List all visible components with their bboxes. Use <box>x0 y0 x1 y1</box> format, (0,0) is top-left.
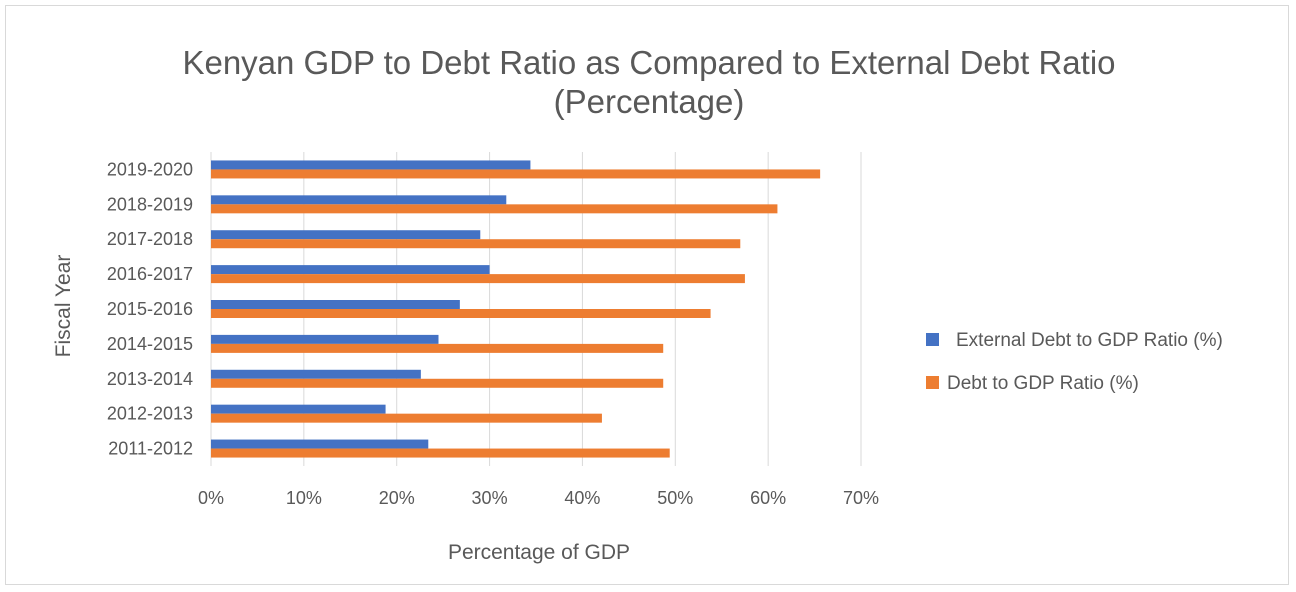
bar-debt-2015-2016 <box>211 309 711 318</box>
bar-debt-2011-2012 <box>211 448 670 458</box>
y-axis-tick-labels: 2011-2012 2012-2013 2013-2014 2014-2015 2015… <box>107 159 193 458</box>
bar-debt-2017-2018 <box>211 239 741 249</box>
bar-external-debt-2018-2019 <box>211 195 507 205</box>
bar-debt-2012-2013 <box>211 413 602 423</box>
bar-external-debt-2011-2012 <box>211 439 429 449</box>
y-tick-label: 2019-2020 <box>107 159 193 179</box>
bar-debt-2014-2015 <box>211 343 664 353</box>
y-tick-label: 2011-2012 <box>108 439 193 459</box>
x-tick-label: 40% <box>564 488 600 508</box>
x-tick-label: 60% <box>750 488 786 508</box>
x-tick-label: 0% <box>198 488 224 508</box>
x-tick-label: 30% <box>472 488 508 508</box>
y-tick-label: 2015-2016 <box>107 299 193 319</box>
legend-swatch-debt <box>926 376 939 389</box>
x-axis-title: Percentage of GDP <box>448 541 630 564</box>
y-axis-title: Fiscal Year <box>52 255 75 358</box>
y-tick-label: 2017-2018 <box>107 229 193 249</box>
y-tick-label: 2018-2019 <box>107 194 193 214</box>
bars <box>211 160 821 458</box>
y-tick-label: 2012-2013 <box>107 404 193 424</box>
x-tick-label: 50% <box>657 488 693 508</box>
x-axis-tick-labels: 0% 10% 20% 30% 40% 50% 60% 70% <box>198 488 879 508</box>
chart-area: Kenyan GDP to Debt Ratio as Compared to … <box>5 5 1289 585</box>
y-tick-label: 2016-2017 <box>107 264 193 284</box>
bar-external-debt-2019-2020 <box>211 160 531 170</box>
x-tick-label: 20% <box>379 488 415 508</box>
legend-label-debt: Debt to GDP Ratio (%) <box>947 373 1139 394</box>
chart-title: Kenyan GDP to Debt Ratio as Compared to … <box>182 44 1115 81</box>
y-tick-label: 2013-2014 <box>107 369 193 389</box>
bar-external-debt-2015-2016 <box>211 300 460 309</box>
bar-external-debt-2017-2018 <box>211 230 481 240</box>
y-tick-label: 2014-2015 <box>107 334 193 354</box>
x-tick-label: 10% <box>286 488 322 508</box>
legend-label-external-debt: External Debt to GDP Ratio (%) <box>956 330 1223 351</box>
bar-debt-2016-2017 <box>211 274 745 284</box>
bar-debt-2018-2019 <box>211 204 778 214</box>
chart-svg: Kenyan GDP to Debt Ratio as Compared to … <box>52 44 1223 564</box>
bar-external-debt-2014-2015 <box>211 334 439 344</box>
bar-external-debt-2016-2017 <box>211 265 490 275</box>
legend: External Debt to GDP Ratio (%) Debt to G… <box>926 330 1223 394</box>
bar-debt-2019-2020 <box>211 169 821 179</box>
bar-external-debt-2012-2013 <box>211 404 386 414</box>
legend-swatch-external-debt <box>926 333 939 346</box>
chart-subtitle: (Percentage) <box>554 83 745 120</box>
bar-debt-2013-2014 <box>211 378 664 388</box>
x-tick-label: 70% <box>843 488 879 508</box>
bar-external-debt-2013-2014 <box>211 369 421 379</box>
